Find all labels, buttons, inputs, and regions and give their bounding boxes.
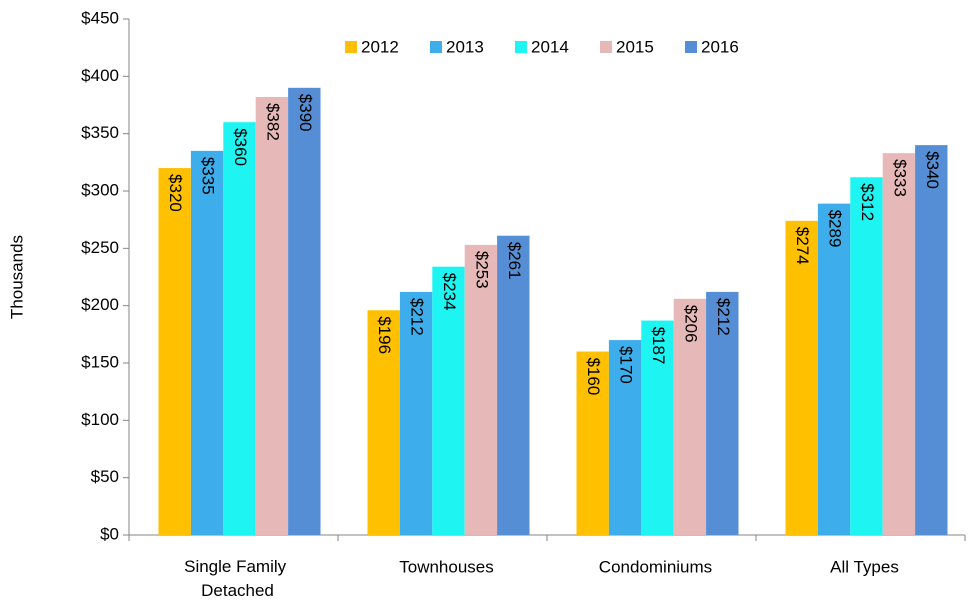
x-tick-label: Condominiums bbox=[599, 557, 712, 576]
y-tick-label: $400 bbox=[81, 66, 119, 85]
x-tick-label: Townhouses bbox=[399, 557, 494, 576]
bar bbox=[158, 168, 191, 536]
y-tick-label: $350 bbox=[81, 123, 119, 142]
value-label: $320 bbox=[166, 174, 185, 212]
y-tick-label: $450 bbox=[81, 8, 119, 27]
y-tick-label: $200 bbox=[81, 295, 119, 314]
bar bbox=[255, 96, 289, 536]
bar bbox=[432, 266, 465, 535]
value-label: $212 bbox=[714, 298, 733, 336]
legend-label: 2015 bbox=[616, 37, 654, 56]
value-label: $312 bbox=[858, 183, 877, 221]
bar bbox=[641, 320, 674, 535]
value-label: $187 bbox=[649, 327, 668, 365]
legend-label: 2014 bbox=[531, 37, 569, 56]
legend-swatch bbox=[345, 41, 357, 53]
bar bbox=[706, 291, 739, 535]
bar bbox=[817, 203, 851, 535]
value-label: $382 bbox=[263, 103, 282, 141]
value-label: $234 bbox=[440, 273, 459, 311]
y-tick-label: $150 bbox=[81, 352, 119, 371]
bar bbox=[882, 153, 916, 535]
x-tick-label: Single Family Detached bbox=[184, 557, 291, 600]
y-tick-label: $300 bbox=[81, 180, 119, 199]
value-label: $253 bbox=[472, 251, 491, 289]
x-tick-label: All Types bbox=[830, 557, 899, 576]
value-label: $170 bbox=[617, 346, 636, 384]
y-axis-label: Thousands bbox=[7, 235, 26, 319]
legend-label: 2013 bbox=[446, 37, 484, 56]
bar bbox=[850, 177, 883, 536]
bar bbox=[497, 235, 530, 535]
bar bbox=[288, 87, 321, 536]
legend-swatch bbox=[685, 41, 697, 53]
y-tick-label: $0 bbox=[100, 524, 119, 543]
bar bbox=[576, 351, 609, 535]
y-tick-label: $250 bbox=[81, 238, 119, 257]
bar bbox=[399, 291, 433, 535]
bar bbox=[367, 310, 400, 535]
legend-label: 2012 bbox=[361, 37, 399, 56]
value-label: $340 bbox=[923, 151, 942, 189]
value-label: $212 bbox=[408, 298, 427, 336]
value-label: $360 bbox=[231, 128, 250, 166]
bar bbox=[785, 220, 818, 535]
value-label: $196 bbox=[375, 316, 394, 354]
value-label: $206 bbox=[681, 305, 700, 343]
y-tick-label: $50 bbox=[91, 467, 119, 486]
legend-label: 2016 bbox=[701, 37, 739, 56]
bar bbox=[608, 340, 642, 535]
value-label: $160 bbox=[584, 358, 603, 396]
legend-swatch bbox=[430, 41, 442, 53]
bar bbox=[915, 145, 948, 535]
value-label: $390 bbox=[296, 94, 315, 132]
value-label: $289 bbox=[826, 210, 845, 248]
value-label: $333 bbox=[890, 159, 909, 197]
bar bbox=[223, 122, 256, 535]
bar bbox=[190, 150, 224, 535]
y-tick-label: $100 bbox=[81, 410, 119, 429]
legend-swatch bbox=[600, 41, 612, 53]
value-label: $335 bbox=[199, 157, 218, 195]
legend-swatch bbox=[515, 41, 527, 53]
bar bbox=[673, 298, 707, 535]
value-label: $261 bbox=[505, 242, 524, 280]
value-label: $274 bbox=[793, 227, 812, 265]
bar bbox=[464, 244, 498, 536]
